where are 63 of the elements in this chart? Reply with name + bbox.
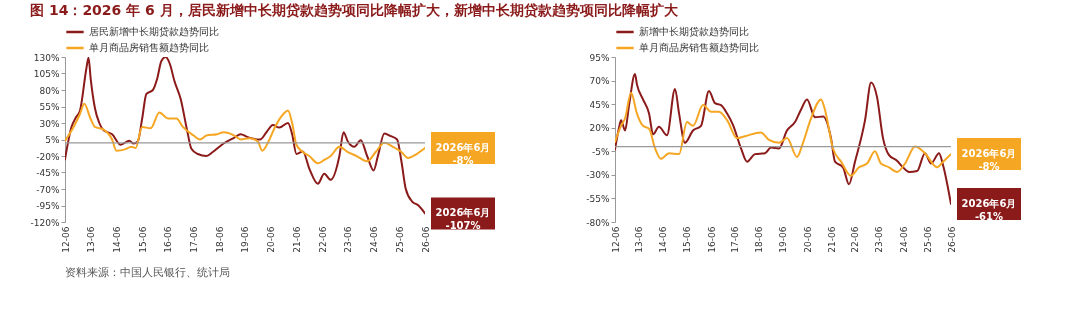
x-tick-label: 26-06 [420, 226, 431, 253]
legend-label: 新增中长期贷款趋势同比 [639, 26, 749, 37]
x-tick-label: 18-06 [214, 226, 225, 253]
x-tick-label: 20-06 [802, 226, 813, 253]
legend-label: 居民新增中长期贷款趋势同比 [89, 26, 219, 37]
y-tick-label: 30% [39, 118, 60, 129]
x-tick-label: 25-06 [922, 226, 933, 253]
y-tick-label: 70% [589, 76, 610, 87]
x-tick-label: 23-06 [343, 226, 354, 253]
y-tick-label: 80% [39, 85, 60, 96]
x-tick-label: 19-06 [778, 226, 789, 253]
x-tick-label: 20-06 [266, 226, 277, 253]
y-tick-label: -120% [30, 217, 60, 228]
y-tick-label: -55% [586, 193, 610, 204]
x-tick-label: 22-06 [317, 226, 328, 253]
chart-title: 图 14：2026 年 6 月，居民新增中长期贷款趋势项同比降幅扩大，新增中长期贷款趋势项同比降幅扩大 [30, 2, 679, 18]
line-series [65, 57, 425, 215]
x-tick-label: 12-06 [610, 226, 621, 253]
x-tick-label: 19-06 [240, 226, 251, 253]
y-tick-label: -70% [36, 184, 60, 195]
line-series [615, 91, 951, 177]
x-tick-label: 23-06 [874, 226, 885, 253]
y-tick-label: -30% [586, 170, 610, 181]
y-tick-label: 105% [33, 69, 60, 79]
x-tick-label: 15-06 [137, 226, 148, 253]
annotation: 2026年6月 -61% [961, 198, 1017, 223]
x-tick-label: 15-06 [682, 226, 693, 253]
x-tick-label: 21-06 [826, 226, 837, 253]
y-tick-label: -5% [591, 146, 610, 157]
y-tick-label: -80% [586, 217, 610, 228]
x-tick-label: 25-06 [394, 226, 405, 253]
x-tick-label: 14-06 [658, 226, 669, 253]
x-tick-label: 17-06 [189, 226, 200, 253]
x-tick-label: 17-06 [730, 226, 741, 253]
annotation: 2026年6月 -8% [435, 142, 491, 167]
x-tick-label: 24-06 [898, 226, 909, 253]
y-tick-label: 45% [589, 99, 610, 110]
x-tick-label: 21-06 [291, 226, 302, 253]
x-tick-label: 13-06 [634, 226, 645, 253]
annotation: 2026年6月 -107% [435, 207, 491, 232]
line-series [65, 102, 425, 165]
legend-label: 单月商品房销售额趋势同比 [89, 42, 209, 53]
x-tick-label: 12-06 [60, 226, 71, 253]
x-tick-label: 22-06 [850, 226, 861, 253]
x-tick-label: 14-06 [111, 226, 122, 253]
y-tick-label: 95% [589, 52, 610, 63]
x-tick-label: 24-06 [369, 226, 380, 253]
x-tick-label: 16-06 [706, 226, 717, 253]
x-tick-label: 16-06 [163, 226, 174, 253]
legend-label: 单月商品房销售额趋势同比 [639, 42, 759, 53]
x-tick-label: 26-06 [946, 226, 957, 253]
x-tick-label: 18-06 [754, 226, 765, 253]
y-tick-label: 130% [33, 52, 60, 63]
y-tick-label: -95% [36, 201, 60, 211]
y-tick-label: -45% [36, 168, 60, 178]
x-tick-label: 13-06 [86, 226, 97, 253]
y-tick-label: 5% [45, 135, 60, 145]
y-tick-label: -20% [36, 151, 60, 162]
line-series [615, 72, 951, 206]
y-tick-label: 55% [39, 102, 60, 112]
annotation: 2026年6月 -8% [961, 148, 1017, 173]
text: 资料来源：中国人民银行、统计局 [65, 266, 230, 279]
y-tick-label: 20% [589, 123, 610, 134]
